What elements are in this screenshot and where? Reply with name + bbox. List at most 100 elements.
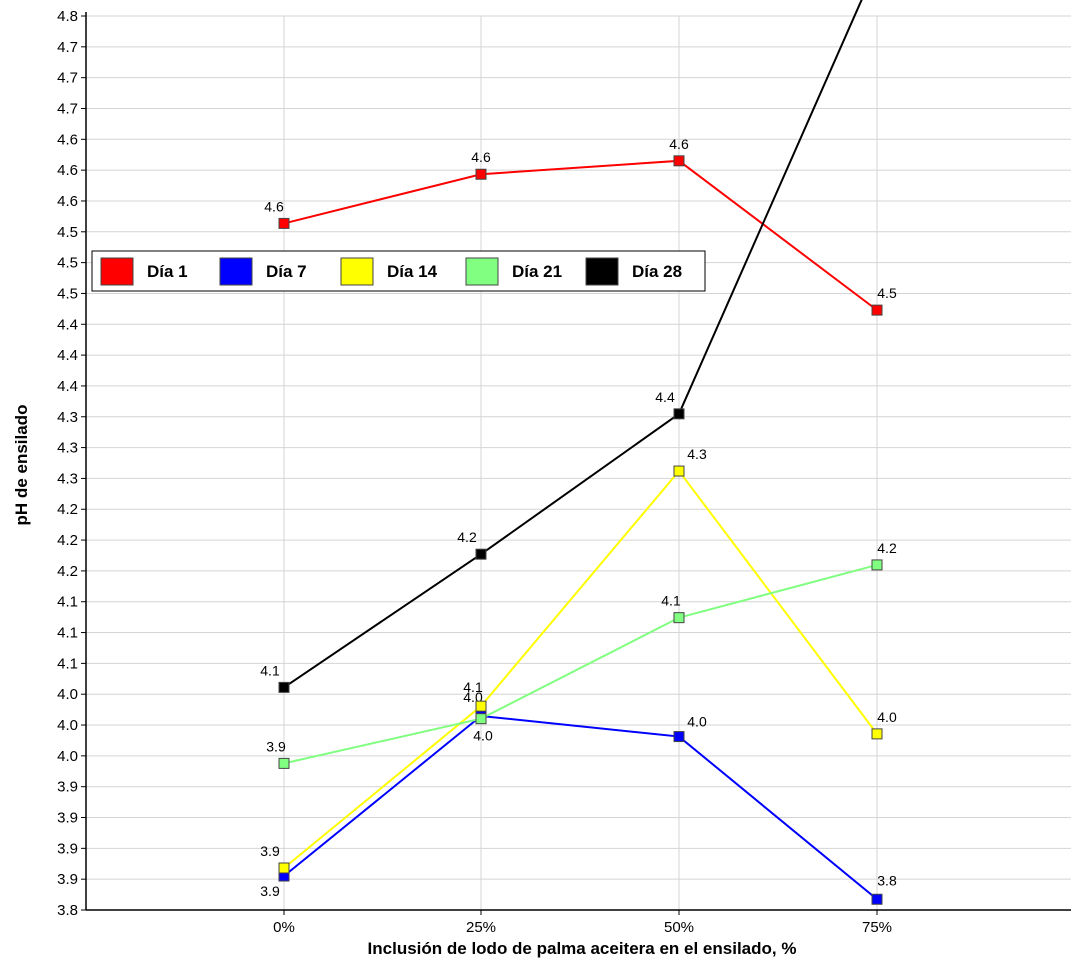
series-1: 3.9 4.0 4.0 3.8 [260, 689, 897, 905]
series-3: 3.9 4.0 4.1 4.2 [266, 540, 897, 769]
y-tick-label: 4.3 [57, 409, 78, 426]
data-label: 3.9 [260, 843, 280, 859]
legend-swatch [585, 257, 619, 286]
y-tick-label: 4.1 [57, 625, 78, 642]
x-tick-label: 50% [664, 919, 694, 936]
y-tick-label: 4.4 [57, 316, 78, 333]
y-tick-label: 4.3 [57, 470, 78, 487]
data-label: 4.1 [463, 679, 483, 695]
legend-swatch [100, 257, 134, 286]
legend-item: Día 1 [100, 257, 188, 286]
axes [85, 12, 1071, 911]
y-tick-label: 4.2 [57, 501, 78, 518]
series-line [283, 159, 878, 311]
data-label: 4.1 [260, 662, 280, 678]
data-point [278, 757, 290, 769]
data-point [871, 728, 883, 740]
data-label: 4.6 [471, 149, 491, 165]
y-tick-label: 4.0 [57, 748, 78, 765]
y-tick-label: 4.1 [57, 594, 78, 611]
data-label: 4.3 [687, 446, 707, 462]
data-point [673, 731, 685, 743]
series-0: 4.6 4.6 4.6 4.5 [264, 136, 897, 316]
data-point [278, 862, 290, 874]
y-tick-label: 4.0 [57, 717, 78, 734]
data-label: 4.2 [877, 540, 897, 556]
data-point [871, 304, 883, 316]
legend-swatch [465, 257, 499, 286]
x-tick-label: 75% [862, 919, 892, 936]
series-line [283, 563, 878, 765]
data-label: 4.6 [264, 198, 284, 214]
data-label: 4.6 [669, 136, 689, 152]
y-tick-label: 4.7 [57, 100, 78, 117]
data-point [475, 548, 487, 560]
data-label: 3.8 [877, 872, 897, 888]
data-label: 4.5 [877, 285, 897, 301]
y-tick-label: 4.2 [57, 532, 78, 549]
series-layer: 4.6 4.6 4.6 4.5 3.9 4.0 4.0 3.8 3.9 4.1 4.3 4.0 3.9 4… [260, 0, 897, 905]
y-tick-label: 4.5 [57, 255, 78, 272]
series-4: 4.14.24.44.7 [260, 0, 863, 693]
data-point [673, 465, 685, 477]
data-label: 4.0 [877, 709, 897, 725]
series-line [283, 0, 863, 689]
data-label: 4.4 [655, 389, 675, 405]
y-tick-label: 3.9 [57, 840, 78, 857]
y-tick-label: 4.3 [57, 440, 78, 457]
data-label: 4.2 [457, 529, 477, 545]
data-point [278, 681, 290, 693]
y-tick-label: 3.8 [57, 902, 78, 919]
y-tick-label: 4.5 [57, 224, 78, 241]
data-label: 3.9 [260, 883, 280, 899]
y-tick-label: 4.6 [57, 193, 78, 210]
x-axis-title: Inclusión de lodo de palma aceitera en e… [368, 939, 797, 958]
x-tick-label: 0% [273, 919, 295, 936]
y-tick-label: 4.6 [57, 131, 78, 148]
y-axis-ticks: 3.8 3.9 3.9 3.9 3.9 4.0 4.0 4.0 4.1 4.1 4.1 4.2 4.2 4… [57, 8, 86, 919]
legend-label: Día 1 [147, 262, 188, 281]
legend: Día 1 Día 7 Día 14 Día 21 Día 28 [91, 250, 706, 292]
y-tick-label: 4.5 [57, 285, 78, 302]
data-point [278, 217, 290, 229]
series-line [283, 469, 878, 869]
y-axis-title: pH de ensilado [12, 405, 31, 526]
data-label: 4.0 [473, 728, 493, 744]
y-tick-label: 4.4 [57, 347, 78, 364]
legend-label: Día 28 [632, 262, 682, 281]
y-tick-label: 4.2 [57, 563, 78, 580]
y-tick-label: 3.9 [57, 871, 78, 888]
legend-swatch [340, 257, 374, 286]
y-tick-label: 4.0 [57, 686, 78, 703]
y-tick-label: 4.1 [57, 655, 78, 672]
y-tick-label: 3.9 [57, 779, 78, 796]
data-label: 4.1 [661, 593, 681, 609]
legend-item: Día 28 [585, 257, 682, 286]
y-tick-label: 3.9 [57, 810, 78, 827]
data-point [673, 155, 685, 167]
legend-label: Día 7 [266, 262, 307, 281]
y-tick-label: 4.6 [57, 162, 78, 179]
legend-item: Día 14 [340, 257, 438, 286]
legend-swatch [219, 257, 253, 286]
data-point [871, 559, 883, 571]
y-tick-label: 4.8 [57, 8, 78, 25]
data-point [475, 713, 487, 725]
x-axis-ticks: 0% 25% 50% 75% [273, 910, 892, 936]
y-tick-label: 4.4 [57, 378, 78, 395]
legend-label: Día 21 [512, 262, 562, 281]
data-point [475, 168, 487, 180]
legend-label: Día 14 [387, 262, 438, 281]
x-tick-label: 25% [466, 919, 496, 936]
legend-item: Día 21 [465, 257, 562, 286]
y-tick-label: 4.7 [57, 70, 78, 87]
y-tick-label: 4.7 [57, 39, 78, 56]
data-point [871, 893, 883, 905]
data-point [673, 612, 685, 624]
data-label: 4.0 [687, 714, 707, 730]
series-line [283, 714, 878, 901]
legend-item: Día 7 [219, 257, 307, 286]
data-point [673, 408, 685, 420]
series-2: 3.9 4.1 4.3 4.0 [260, 446, 897, 874]
